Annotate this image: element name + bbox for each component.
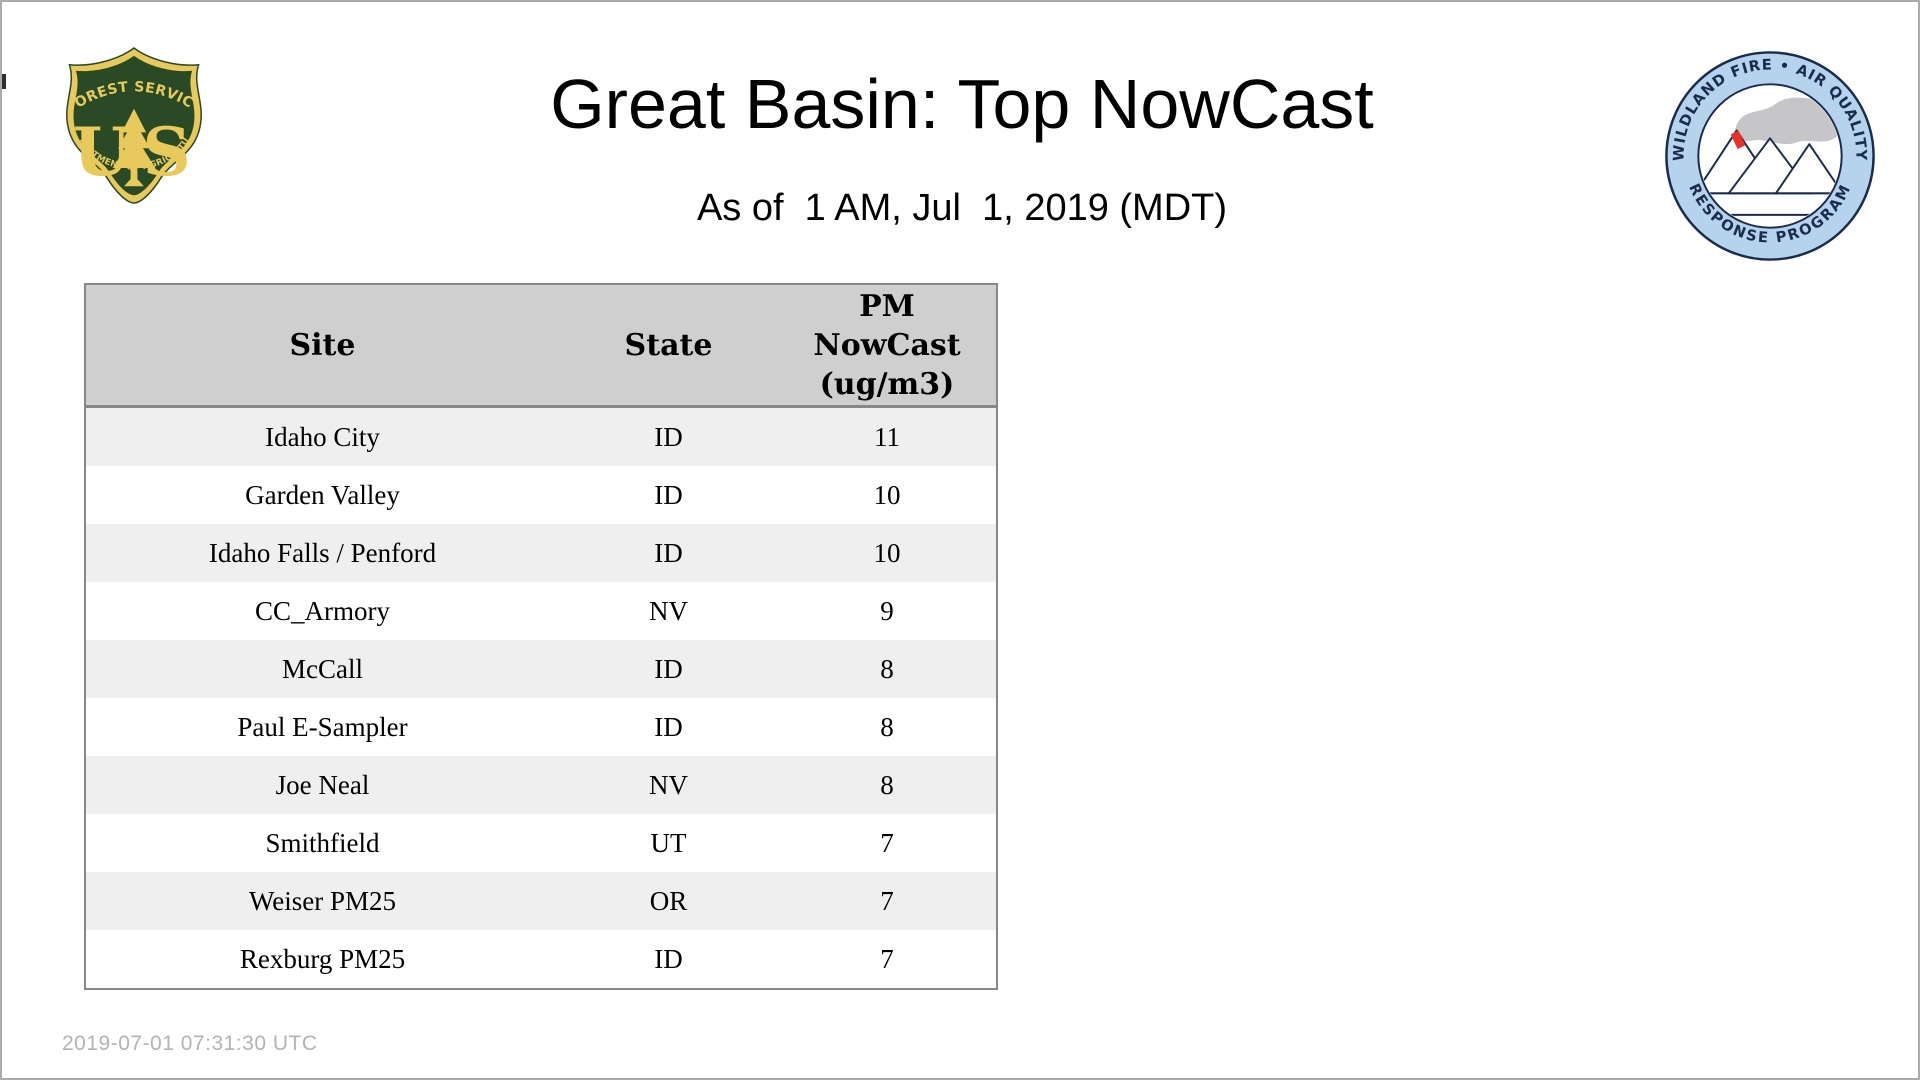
nowcast-table: Site State PM NowCast (ug/m3) Idaho City…: [84, 283, 998, 990]
site-cell: Joe Neal: [275, 769, 370, 800]
page-title: Great Basin: Top NowCast: [550, 65, 1374, 143]
site-cell: Paul E-Sampler: [237, 711, 408, 742]
fs-tree-icon: [112, 108, 156, 187]
value-cell: 7: [880, 885, 894, 916]
value-cell: 8: [880, 769, 894, 800]
table-row: Smithfield UT 7: [85, 814, 997, 872]
table-row: Idaho City ID 11: [85, 406, 997, 466]
state-cell: ID: [654, 653, 683, 684]
fs-letter-u: U: [73, 112, 131, 191]
value-cell: 9: [880, 595, 894, 626]
table-row: McCall ID 8: [85, 640, 997, 698]
generation-timestamp: 2019-07-01 07:31:30 UTC: [62, 1032, 318, 1055]
state-cell: ID: [654, 711, 683, 742]
state-cell: ID: [654, 943, 683, 974]
site-cell: Weiser PM25: [248, 885, 397, 916]
fs-letter-s: S: [143, 112, 191, 191]
column-header-value: PM NowCast (ug/m3): [778, 284, 997, 408]
value-cell: 8: [880, 711, 894, 742]
state-cell: NV: [649, 595, 688, 626]
state-cell: UT: [650, 827, 687, 858]
wildland-fire-air-quality-logo-icon: WILDLAND FIRE • AIR QUALITY RESPONSE PRO…: [1665, 51, 1875, 261]
forest-service-logo-icon: FOREST SERVICE U S DEPARTMENT OF AGRICUL…: [58, 44, 202, 204]
table-row: Rexburg PM25 ID 7: [85, 930, 997, 989]
state-cell: ID: [654, 421, 683, 452]
table-row: Garden Valley ID 10: [85, 466, 997, 524]
state-cell: NV: [649, 769, 688, 800]
table-row: Paul E-Sampler ID 8: [85, 698, 997, 756]
state-cell: ID: [654, 537, 683, 568]
value-cell: 10: [873, 479, 901, 510]
table-header-row: Site State PM NowCast (ug/m3): [85, 284, 997, 408]
table-row: Weiser PM25 OR 7: [85, 872, 997, 930]
site-cell: Idaho Falls / Penford: [208, 537, 437, 568]
table-row: CC_Armory NV 9: [85, 582, 997, 640]
edge-artifact-mark: [2, 74, 6, 89]
column-header-state: State: [559, 284, 778, 408]
value-cell: 8: [880, 653, 894, 684]
site-cell: Idaho City: [265, 421, 380, 452]
site-cell: Garden Valley: [245, 479, 400, 510]
value-cell: 11: [874, 421, 900, 452]
state-cell: OR: [649, 885, 688, 916]
site-cell: McCall: [282, 653, 363, 684]
wf-flame-marker: [1730, 130, 1746, 150]
page-subtitle: As of 1 AM, Jul 1, 2019 (MDT): [696, 187, 1228, 229]
site-cell: Smithfield: [265, 827, 380, 858]
value-cell: 7: [880, 943, 894, 974]
value-cell: 7: [880, 827, 894, 858]
table-row: Joe Neal NV 8: [85, 756, 997, 814]
site-cell: Rexburg PM25: [239, 943, 406, 974]
site-cell: CC_Armory: [255, 595, 390, 626]
value-cell: 10: [873, 537, 901, 568]
column-header-site: Site: [85, 284, 559, 408]
state-cell: ID: [654, 479, 683, 510]
table-row: Idaho Falls / Penford ID 10: [85, 524, 997, 582]
